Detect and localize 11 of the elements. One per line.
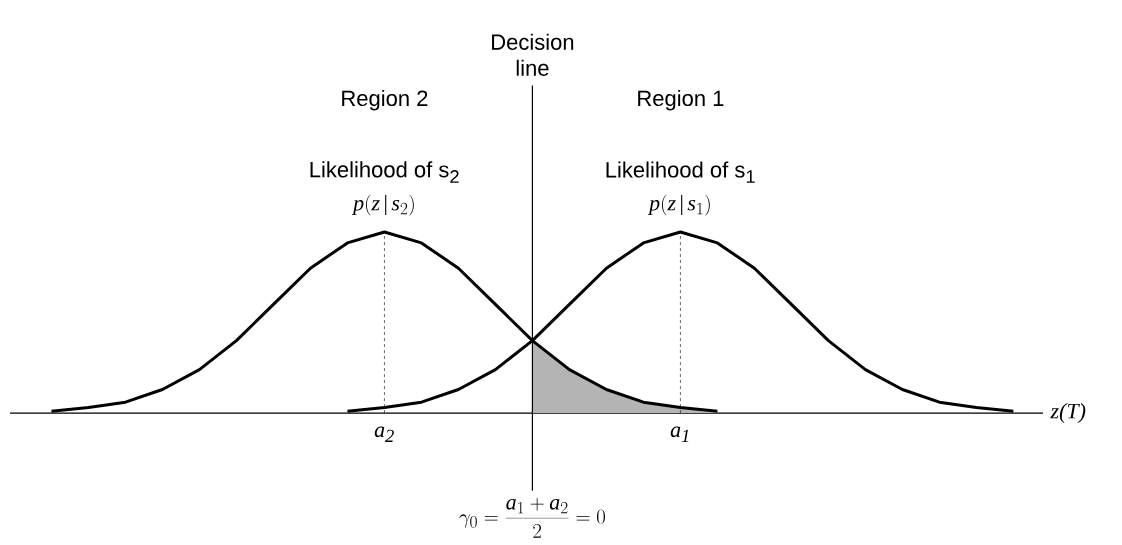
x-tick-label: a$_{1}$	[670, 426, 689, 442]
text: Likelihood of s$_{1}$	[606, 161, 755, 183]
text: Decision line	[492, 33, 574, 76]
text: Region 2	[342, 89, 428, 111]
text: Region 1	[638, 89, 724, 111]
x-axis-title: z(T)	[1050, 403, 1086, 424]
text: $p(z\,|\,s_1)$	[647, 194, 710, 216]
text: $p(z\,|\,s_2)$	[351, 194, 414, 216]
x-tick-label: a$_{2}$	[374, 426, 394, 442]
text: $\gamma_0 = \frac{a_1 + a_2}{2} = 0$	[459, 497, 605, 538]
text: Likelihood of s$_{2}$	[310, 161, 459, 183]
